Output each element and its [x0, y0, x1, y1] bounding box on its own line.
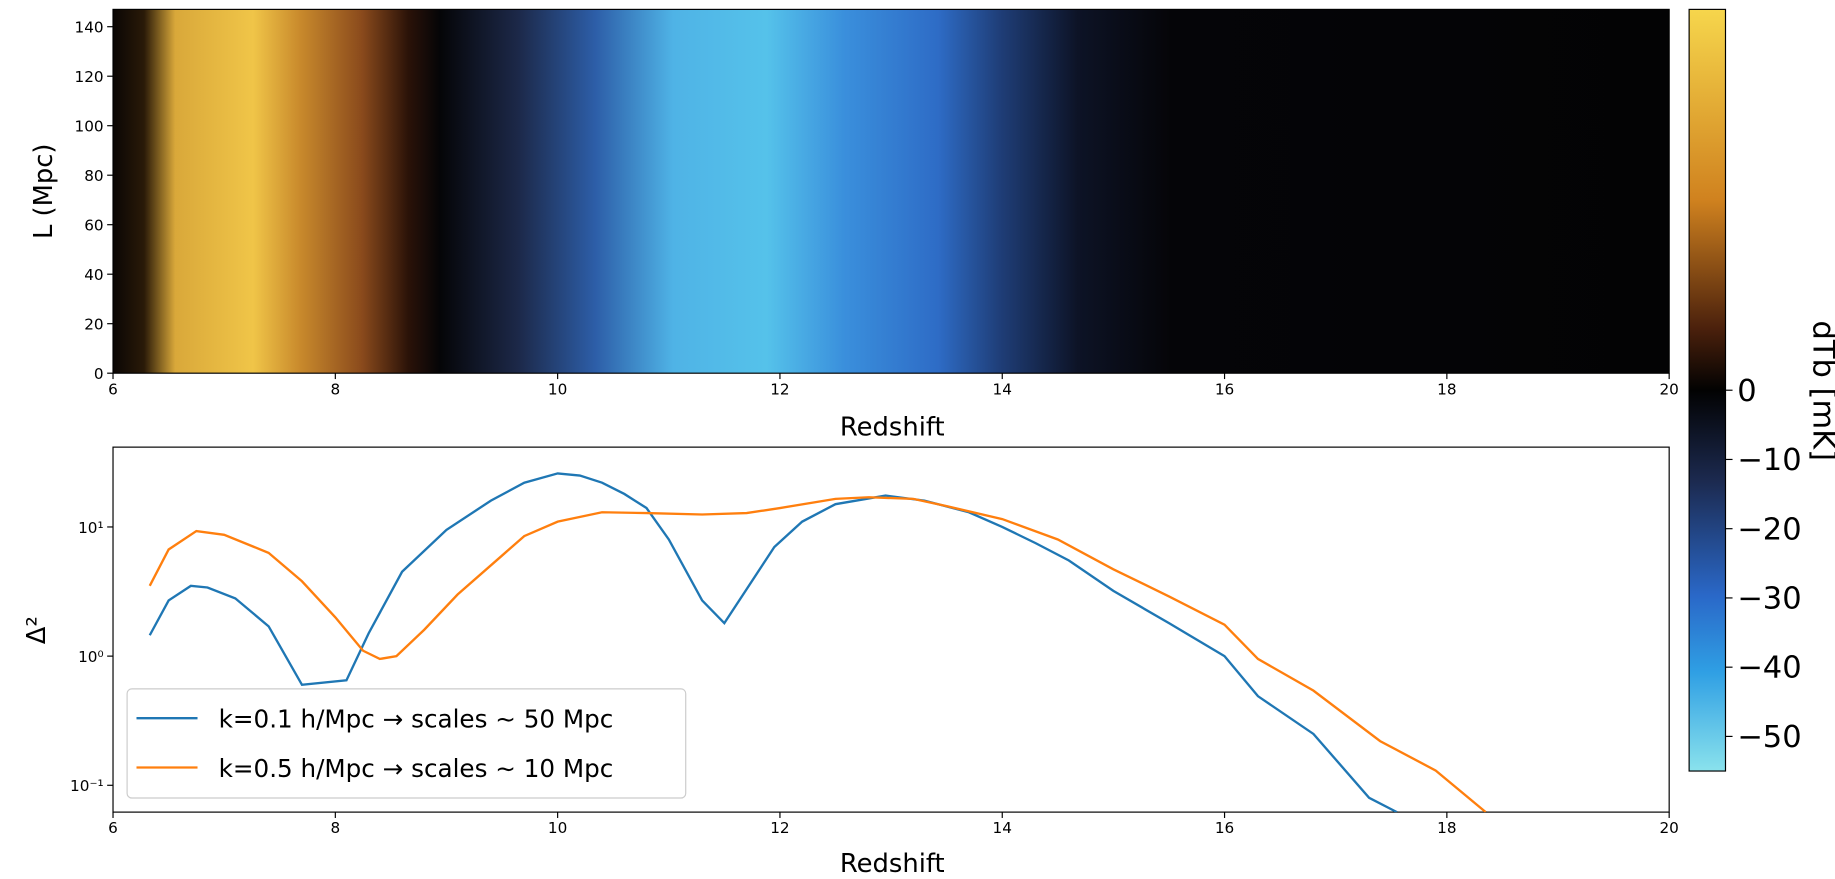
legend-box — [126, 688, 687, 799]
x-tick-label: 12 — [770, 380, 789, 398]
y-axis-label: Δ² — [22, 616, 52, 644]
colorbar-tick-label: −50 — [1737, 720, 1801, 755]
legend-label: k=0.5 h/Mpc → scales ∼ 10 Mpc — [219, 754, 614, 783]
colorbar-tick-label: −10 — [1737, 443, 1801, 478]
lightcone-image — [113, 9, 1670, 374]
x-tick-label: 6 — [108, 380, 118, 398]
x-tick-label: 20 — [1659, 380, 1678, 398]
x-tick-label: 16 — [1215, 819, 1234, 837]
series-line — [148, 496, 1487, 813]
y-tick-label: 10⁻¹ — [70, 777, 104, 795]
legend-label: k=0.1 h/Mpc → scales ∼ 50 Mpc — [219, 705, 614, 734]
y-tick-label: 80 — [84, 167, 103, 185]
y-tick-label: 20 — [84, 316, 103, 334]
x-tick-label: 8 — [330, 819, 340, 837]
x-axis-label: Redshift — [840, 849, 945, 879]
y-tick-label: 10¹ — [78, 519, 104, 537]
y-tick-label: 120 — [75, 68, 104, 86]
x-tick-label: 16 — [1215, 380, 1234, 398]
y-tick-label: 60 — [84, 217, 103, 235]
x-tick-label: 6 — [108, 819, 118, 837]
colorbar-tick-label: −30 — [1737, 581, 1801, 616]
y-tick-label: 140 — [75, 19, 104, 37]
y-axis-label: L (Mpc) — [29, 144, 59, 240]
legend: k=0.1 h/Mpc → scales ∼ 50 Mpc k=0.5 h/Mpc… — [126, 688, 687, 799]
x-tick-label: 12 — [770, 819, 789, 837]
y-tick-label: 10⁰ — [78, 648, 104, 666]
x-tick-label: 14 — [993, 819, 1012, 837]
colorbar-tick-label: −20 — [1737, 512, 1801, 547]
x-tick-label: 14 — [993, 380, 1012, 398]
axes-frame — [112, 446, 1670, 813]
x-axis-label: Redshift — [840, 412, 945, 442]
series-line — [148, 472, 1398, 813]
x-tick-label: 18 — [1437, 819, 1456, 837]
x-tick-label: 10 — [548, 380, 567, 398]
x-tick-label: 10 — [548, 819, 567, 837]
axes-frame — [112, 8, 1670, 374]
colorbar-tick-label: −40 — [1737, 651, 1801, 686]
colorbar-label: dTb [mK] — [1806, 321, 1835, 462]
colorbar — [1688, 8, 1727, 772]
colorbar-tick-label: 0 — [1737, 374, 1756, 409]
plot-area — [148, 472, 1487, 813]
y-tick-label: 100 — [75, 118, 104, 136]
y-tick-label: 0 — [94, 365, 104, 383]
x-tick-label: 8 — [330, 380, 340, 398]
x-tick-label: 20 — [1659, 819, 1678, 837]
y-tick-label: 40 — [84, 266, 103, 284]
x-tick-label: 18 — [1437, 380, 1456, 398]
